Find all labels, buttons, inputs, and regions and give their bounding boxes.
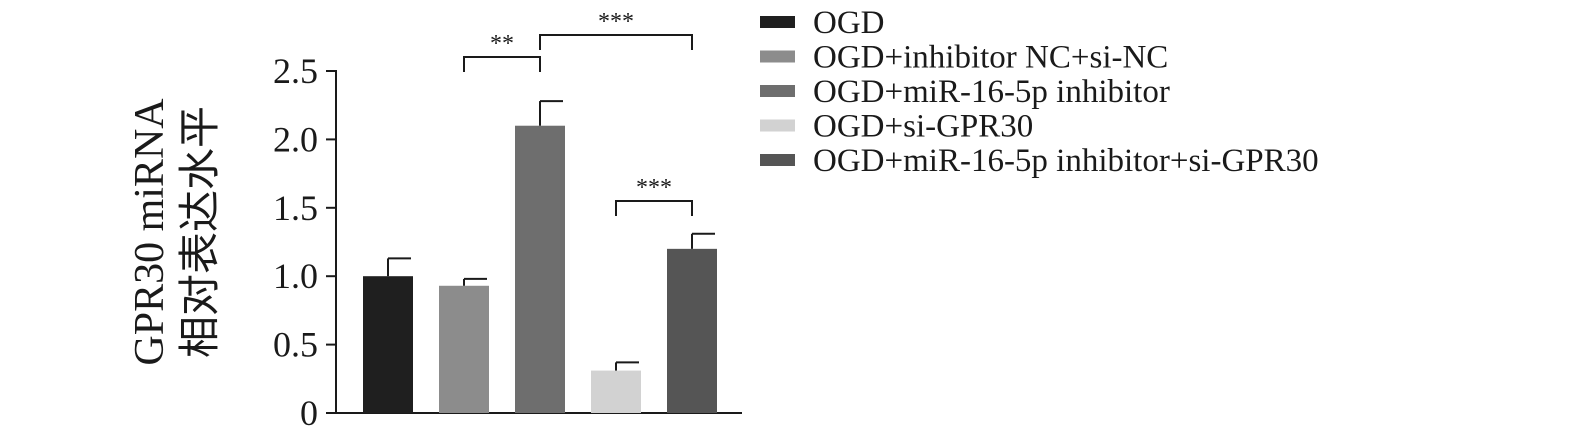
bar (591, 370, 641, 413)
bars (363, 125, 717, 413)
bar (439, 285, 489, 413)
legend-label: OGD+inhibitor NC+si-NC (813, 40, 1168, 76)
legend-swatch (760, 85, 795, 97)
significance-label: *** (636, 175, 672, 201)
y-axis-label: GPR30 miRNA 相对表达水平 (127, 98, 224, 366)
y-tick-label: 1.0 (273, 256, 318, 296)
legend-label: OGD (813, 5, 885, 41)
axes: 0 0.5 1.0 1.5 2.0 2.5 (273, 51, 742, 433)
y-tick-label: 0 (300, 393, 318, 433)
significance-bracket (463, 56, 541, 72)
y-axis-label-line-1: GPR30 miRNA (127, 98, 173, 366)
significance-label: *** (598, 9, 634, 35)
y-tick-label: 2.0 (273, 119, 318, 159)
legend-swatch (760, 16, 795, 28)
significance-bracket (615, 200, 693, 216)
y-tick-label: 2.5 (273, 51, 318, 91)
y-tick-label: 1.5 (273, 188, 318, 228)
bar (363, 276, 413, 413)
bar (667, 248, 717, 413)
error-bars (387, 100, 715, 371)
bar (515, 125, 565, 413)
y-axis-label-line-2: 相对表达水平 (178, 106, 224, 358)
legend-swatch (760, 50, 795, 63)
significance-label: ** (490, 31, 514, 57)
y-tick-label: 0.5 (273, 325, 318, 365)
legend-label: OGD+miR-16-5p inhibitor+si-GPR30 (813, 143, 1319, 179)
legend-label: OGD+miR-16-5p inhibitor (813, 74, 1170, 110)
legend-swatch (760, 119, 795, 132)
significance-bracket (539, 34, 693, 50)
significance-brackets: ******** (463, 9, 693, 216)
legend-label: OGD+si-GPR30 (813, 109, 1033, 145)
legend-swatch (760, 154, 795, 166)
